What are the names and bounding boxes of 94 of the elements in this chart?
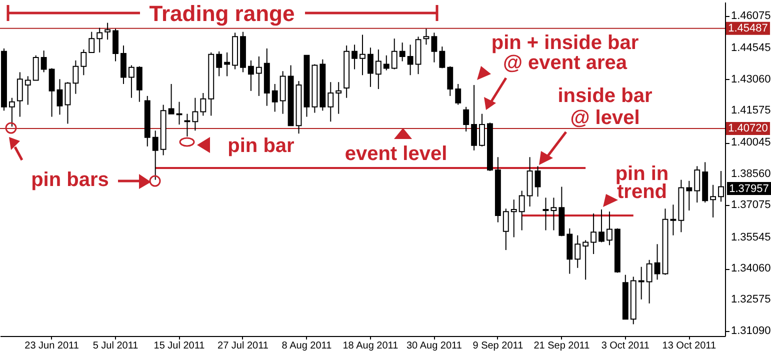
annotation: pin + inside bar @ event area	[491, 32, 639, 74]
ref-line-label: 1.40720	[728, 122, 768, 135]
candlestick	[24, 76, 31, 106]
candlestick	[48, 68, 55, 118]
candlestick	[256, 56, 262, 96]
annotation: pin bars	[31, 169, 109, 191]
ref-line-label: 1.45487	[728, 22, 768, 34]
candlestick	[112, 28, 118, 62]
x-tick-label: 8 Aug 2011	[282, 340, 332, 352]
candlestick	[104, 22, 111, 40]
y-tick-label: 1.41575	[731, 104, 771, 117]
candlestick	[224, 52, 230, 77]
y-tick-label: 1.46075	[731, 10, 771, 22]
candlestick	[391, 38, 398, 70]
candlestick	[638, 266, 644, 300]
candlestick	[550, 197, 557, 231]
x-tick-label: 18 Aug 2011	[342, 340, 399, 352]
candlestick	[128, 64, 134, 98]
candlestick	[598, 208, 604, 243]
y-tick-label: 1.44545	[731, 42, 771, 54]
candlestick	[407, 44, 414, 76]
candlestick	[694, 166, 700, 204]
y-tick-label: 1.40045	[731, 136, 771, 149]
candlestick	[542, 197, 549, 231]
x-tick-label: 30 Aug 2011	[406, 340, 462, 352]
candlestick	[439, 46, 446, 69]
candlestick	[375, 49, 382, 90]
candlestick	[40, 50, 47, 73]
candlestick	[336, 82, 342, 114]
annotation: pin in trend	[615, 163, 669, 203]
candlestick	[670, 204, 676, 236]
candlestick	[590, 212, 597, 255]
x-tick-label: 5 Jul 2011	[92, 340, 139, 352]
candlestick	[518, 190, 525, 231]
candlestick	[120, 45, 126, 84]
candlestick	[16, 72, 23, 118]
candlestick	[192, 97, 198, 132]
y-tick-label: 1.31090	[731, 324, 771, 337]
candlestick	[423, 28, 430, 46]
candlestick	[136, 66, 142, 102]
annotation: pin bar	[228, 135, 295, 157]
candlestick	[502, 208, 509, 251]
candlestick	[479, 113, 485, 147]
candlestick	[431, 32, 438, 63]
candlestick	[646, 259, 652, 304]
candlestick	[582, 240, 589, 280]
candlestick	[471, 84, 478, 151]
candlestick	[8, 97, 15, 128]
candlestick	[32, 54, 39, 81]
candlestick	[352, 44, 358, 70]
y-tick-label: 1.43060	[731, 73, 771, 86]
candlestick	[574, 234, 581, 268]
candlestick	[710, 184, 716, 218]
x-tick-label: 15 Jul 2011	[154, 340, 206, 352]
candlestick	[399, 42, 406, 62]
x-tick-label: 9 Sep 2011	[472, 340, 524, 352]
candlestick	[80, 49, 87, 76]
candlestick	[383, 54, 390, 71]
candlestick	[96, 27, 103, 53]
candlestick	[152, 130, 158, 180]
candlestick	[534, 166, 541, 198]
candlestick	[463, 106, 470, 132]
candlestick	[72, 60, 79, 94]
candlestick	[56, 78, 63, 116]
y-tick-label: 1.35545	[731, 231, 771, 244]
candlestick	[248, 60, 254, 92]
candlestick	[216, 50, 222, 77]
candlestick	[88, 31, 95, 53]
candlestick	[367, 47, 374, 88]
y-tick-label: 1.38560	[731, 168, 771, 180]
candlestick	[64, 82, 71, 124]
candlestick	[200, 92, 206, 116]
candlestick	[686, 180, 692, 212]
candlestick	[168, 83, 174, 114]
text: 1.37957	[729, 183, 769, 195]
candlestick	[606, 211, 612, 246]
annotation: event level	[344, 143, 448, 165]
x-tick-label: 3 Oct 2011	[601, 340, 650, 352]
x-tick-label: 27 Jul 2011	[218, 340, 269, 352]
y-tick-label: 1.32575	[731, 294, 771, 306]
candlestick	[654, 244, 660, 280]
x-tick-label: 13 Oct 2011	[662, 340, 716, 352]
candlestick	[272, 83, 278, 112]
candlestick	[328, 82, 334, 122]
candlestick	[455, 83, 462, 106]
candlestick	[447, 66, 454, 96]
x-tick-label: 21 Sep 2011	[534, 340, 590, 352]
candlestick	[360, 34, 366, 76]
x-tick-label: 23 Jun 2011	[24, 340, 80, 352]
candlestick	[510, 199, 517, 238]
y-tick-label: 1.34060	[731, 262, 771, 275]
annotation: Trading range	[149, 1, 295, 26]
y-tick-label: 1.37075	[731, 199, 771, 212]
annotation: inside bar @ level	[558, 85, 652, 129]
